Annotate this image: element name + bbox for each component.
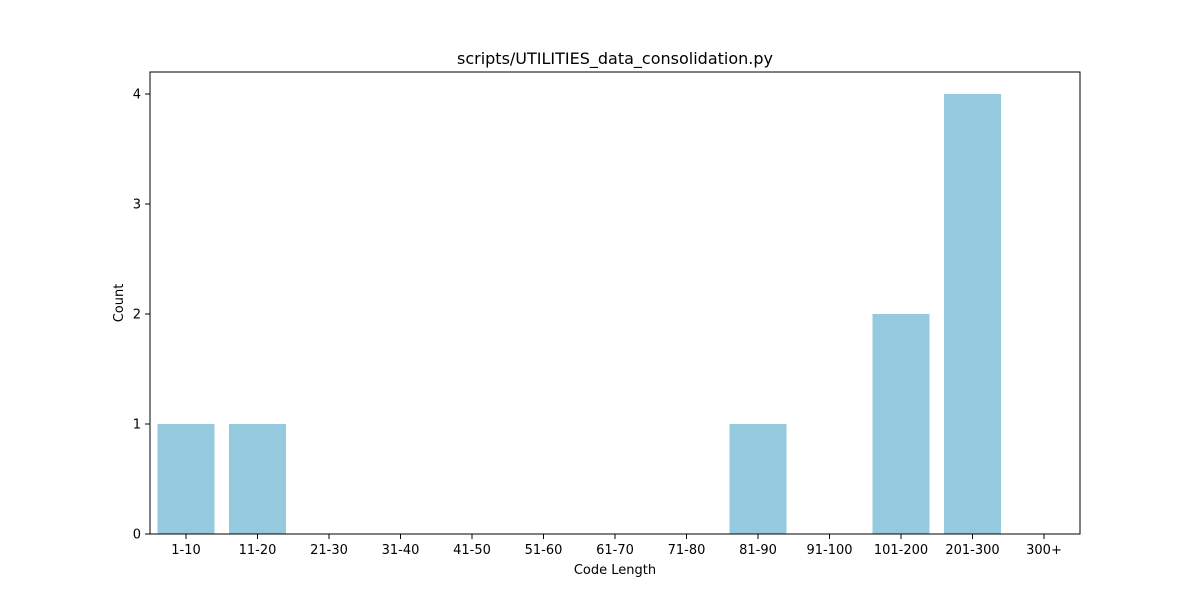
x-tick-label: 1-10 bbox=[171, 543, 201, 558]
x-tick-label: 81-90 bbox=[739, 543, 777, 558]
x-tick-label: 300+ bbox=[1026, 543, 1062, 558]
x-tick-label: 101-200 bbox=[874, 543, 928, 558]
x-tick-label: 201-300 bbox=[945, 543, 999, 558]
y-tick-label: 3 bbox=[133, 198, 141, 213]
y-tick-label: 2 bbox=[133, 308, 141, 323]
x-tick-label: 31-40 bbox=[382, 543, 420, 558]
x-tick-label: 51-60 bbox=[525, 543, 563, 558]
x-tick-label: 71-80 bbox=[668, 543, 706, 558]
y-axis: 0 1 2 3 4 bbox=[133, 88, 150, 543]
bar-81-90 bbox=[729, 424, 787, 534]
y-axis-title: Count bbox=[112, 284, 127, 323]
x-tick-label: 61-70 bbox=[596, 543, 634, 558]
y-tick-label: 1 bbox=[133, 418, 141, 433]
bar-201-300 bbox=[944, 94, 1001, 534]
bars-group bbox=[157, 94, 1001, 534]
x-axis-title: Code Length bbox=[574, 563, 656, 578]
chart-title: scripts/UTILITIES_data_consolidation.py bbox=[457, 49, 773, 69]
bar-101-200 bbox=[872, 314, 930, 534]
y-tick-label: 0 bbox=[133, 528, 141, 543]
plot-frame bbox=[149, 71, 1081, 535]
x-axis: 1-10 11-20 21-30 31-40 41-50 51-60 61-70 71-80 8… bbox=[171, 534, 1062, 558]
x-tick-label: 41-50 bbox=[453, 543, 491, 558]
bar-1-10 bbox=[157, 424, 215, 534]
x-tick-label: 21-30 bbox=[310, 543, 348, 558]
bar-11-20 bbox=[229, 424, 286, 534]
y-tick-label: 4 bbox=[133, 88, 141, 103]
x-tick-label: 11-20 bbox=[239, 543, 277, 558]
x-tick-label: 91-100 bbox=[806, 543, 852, 558]
